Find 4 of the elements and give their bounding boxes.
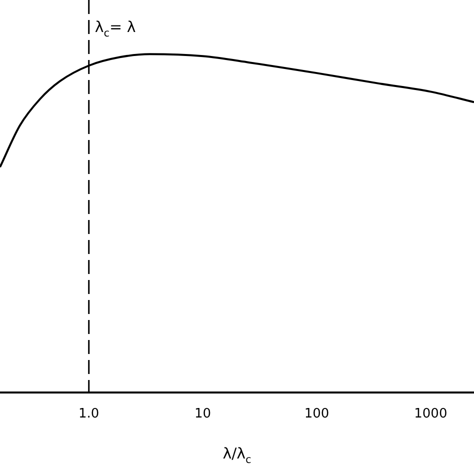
x-tick-label: 100 (304, 406, 330, 422)
x-tick-label: 1.0 (78, 406, 100, 422)
x-tick-label: 1000 (414, 406, 448, 422)
x-tick-label: 10 (194, 406, 212, 422)
